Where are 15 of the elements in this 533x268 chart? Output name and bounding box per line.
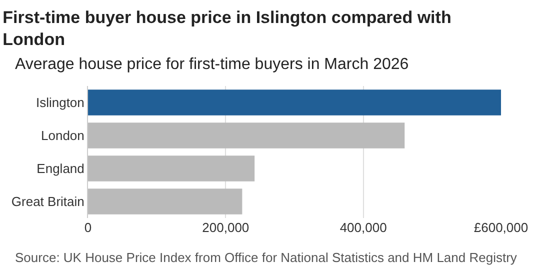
- y-tick-label: Islington: [36, 95, 84, 110]
- y-tick-label: Great Britain: [11, 194, 84, 210]
- chart-title: First-time buyer house price in Islington compared with London: [2, 8, 452, 49]
- bar: [88, 90, 501, 116]
- chart-subtitle: Average house price for first-time buyers in March 2026: [15, 56, 409, 73]
- bar: [88, 122, 405, 148]
- x-tick-label: £600,000: [474, 220, 528, 235]
- x-tick-label: 400,000: [340, 220, 387, 235]
- bar: [88, 156, 255, 182]
- x-tick-label: 0: [84, 220, 92, 235]
- bar: [88, 188, 242, 214]
- source-note: Source: UK House Price Index from Office for National Statistics and HM Land Registry: [15, 250, 518, 265]
- y-tick-label: England: [36, 161, 84, 176]
- x-tick-label: 200,000: [202, 220, 250, 235]
- y-tick-label: London: [41, 128, 84, 144]
